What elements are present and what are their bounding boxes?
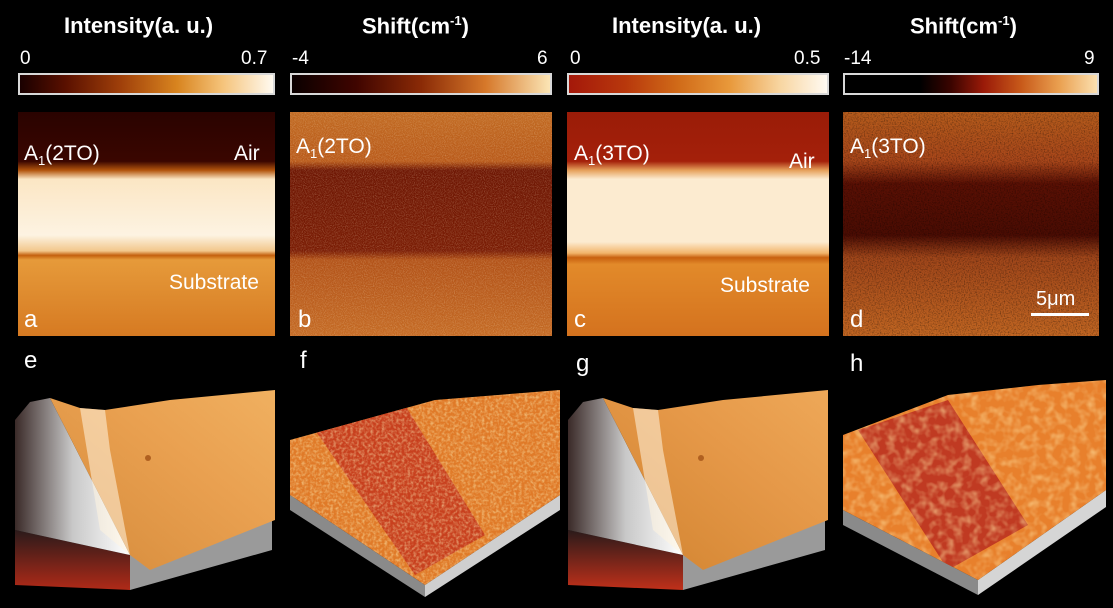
panel-a-tick-max: 0.7 xyxy=(241,48,268,69)
panel-d-tick-max: 9 xyxy=(1084,48,1095,69)
panel-c-intensity-map xyxy=(567,112,829,336)
panel-d-letter: d xyxy=(850,306,864,333)
panel-a-mode-label: A1(2TO) xyxy=(24,142,100,169)
panel-b-tick-max: 6 xyxy=(537,48,548,69)
panel-d-scale-bar-label: 5μm xyxy=(1036,288,1076,310)
panel-a-letter: a xyxy=(24,306,38,333)
panel-c-letter: c xyxy=(574,306,586,333)
panel-a-colorbar-title: Intensity(a. u.) xyxy=(64,13,214,38)
panel-d-colorbar xyxy=(843,73,1099,95)
panel-h-letter: h xyxy=(850,350,864,377)
panel-a-colorbar xyxy=(18,73,275,95)
panel-c-tick-max: 0.5 xyxy=(794,48,821,69)
panel-c-tick-min: 0 xyxy=(570,48,581,69)
panel-a-substrate-label: Substrate xyxy=(169,271,259,294)
panel-c-air-label: Air xyxy=(789,150,815,173)
panel-d-colorbar-title: Shift(cm-1) xyxy=(910,13,1017,39)
panel-d-scale-bar xyxy=(1031,313,1089,316)
panel-b-tick-min: -4 xyxy=(292,48,309,69)
panel-c-colorbar xyxy=(567,73,829,95)
panel-g-3d-surface xyxy=(568,390,828,590)
panel-c-mode-label: A1(3TO) xyxy=(574,142,650,169)
panel-h-3d-surface xyxy=(843,380,1106,595)
panel-e-letter: e xyxy=(24,347,38,374)
panel-a-intensity-map xyxy=(18,112,275,336)
panel-c-colorbar-title: Intensity(a. u.) xyxy=(612,13,762,38)
panel-b-mode-label: A1(2TO) xyxy=(296,135,372,162)
panel-b-colorbar-title: Shift(cm-1) xyxy=(362,13,469,39)
panel-f-3d-surface xyxy=(290,390,560,597)
panel-c-substrate-label: Substrate xyxy=(720,274,810,297)
panel-b-letter: b xyxy=(298,306,312,333)
panel-f-letter: f xyxy=(300,347,307,374)
panel-d-tick-min: -14 xyxy=(844,48,872,69)
panel-a-tick-min: 0 xyxy=(20,48,31,69)
panel-d-shift-map xyxy=(843,112,1099,336)
panel-b-shift-map xyxy=(290,112,552,336)
panel-d-mode-label: A1(3TO) xyxy=(850,135,926,162)
panel-e-3d-surface xyxy=(15,390,275,590)
panel-b-colorbar xyxy=(290,73,552,95)
panel-a-air-label: Air xyxy=(234,142,260,165)
panel-g-letter: g xyxy=(576,350,590,377)
